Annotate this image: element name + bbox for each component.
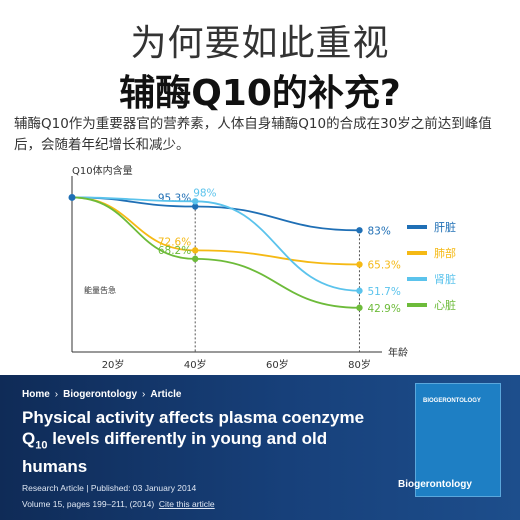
breadcrumb-journal[interactable]: Biogerontology <box>63 389 138 400</box>
x-tick-label: 40岁 <box>184 358 207 371</box>
article-published: Published: 03 January 2014 <box>90 483 197 493</box>
legend-swatch <box>407 277 427 281</box>
data-point <box>356 227 363 234</box>
legend-swatch <box>407 303 427 307</box>
chevron-right-icon: › <box>142 389 146 400</box>
x-tick-label: 20岁 <box>102 358 125 371</box>
data-point <box>356 287 363 294</box>
legend-label: 肝脏 <box>434 221 456 234</box>
headline-line-1: 为何要如此重视 <box>130 23 390 64</box>
x-tick-label: 80岁 <box>348 358 371 371</box>
data-point <box>356 304 363 311</box>
description-text: 辅酶Q10作为重要器官的营养素，人体自身辅酶Q10的合成在30岁之前达到峰值后，… <box>14 116 492 153</box>
article-volume-line: Volume 15, pages 199–211, (2014) Cite th… <box>22 499 215 509</box>
start-point <box>68 193 76 201</box>
journal-cover-title: BIOGERONTOLOGY <box>423 398 481 404</box>
breadcrumb-home[interactable]: Home <box>22 389 50 400</box>
data-label: 72.6% <box>158 236 191 248</box>
legend-label: 肾脏 <box>434 273 456 286</box>
article-volume: Volume 15, pages 199–211, (2014) <box>22 499 155 509</box>
breadcrumb-article: Article <box>150 389 182 400</box>
chart-annotation: 能量告急 <box>84 285 116 295</box>
series-line-0 <box>71 196 360 232</box>
data-point <box>192 247 199 254</box>
data-point <box>356 261 363 268</box>
series-line-2 <box>71 196 360 292</box>
data-label: 65.3% <box>367 259 400 271</box>
data-label: 68.2% <box>158 245 191 257</box>
legend-label: 心脏 <box>434 299 456 312</box>
data-label: 98% <box>193 187 216 199</box>
legend-swatch <box>407 225 427 229</box>
data-point <box>192 203 199 210</box>
legend-label: 肺部 <box>434 246 456 260</box>
article-banner: Home › Biogerontology › Article Physical act… <box>0 375 520 520</box>
breadcrumb: Home › Biogerontology › Article <box>22 389 182 400</box>
headline-line-2: 辅酶Q10的补充? <box>119 73 401 114</box>
journal-cover: BIOGERONTOLOGY <box>415 383 501 497</box>
legend-swatch <box>407 251 427 255</box>
x-axis-label: 年龄 <box>388 346 408 359</box>
article-type: Research Article <box>22 483 84 493</box>
y-axis-label: Q10体内含量 <box>72 164 133 177</box>
data-label: 51.7% <box>367 286 400 298</box>
x-tick-label: 60岁 <box>266 358 289 371</box>
cite-link[interactable]: Cite this article <box>158 499 215 509</box>
article-meta: Research Article | Published: 03 January… <box>22 483 197 493</box>
journal-name: Biogerontology <box>398 479 472 490</box>
data-point <box>192 255 199 263</box>
article-title: Physical activity affects plasma coenzym… <box>22 408 365 477</box>
data-label: 42.9% <box>367 303 400 315</box>
data-label: 83% <box>367 225 390 237</box>
data-point <box>192 198 199 205</box>
chevron-right-icon: › <box>54 389 59 400</box>
data-label: 95.3% <box>158 193 191 205</box>
